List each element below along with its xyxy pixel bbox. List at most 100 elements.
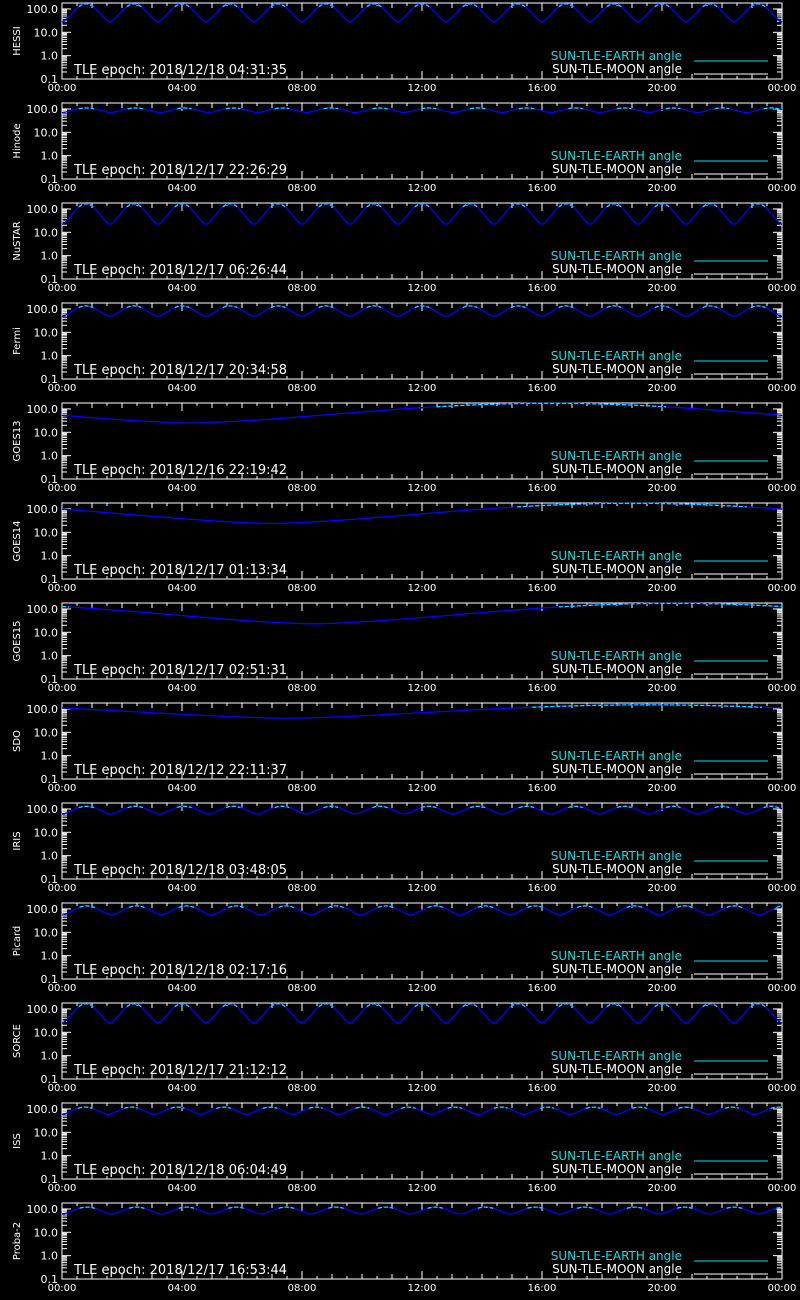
earth-angle-sunlit-line — [540, 1106, 555, 1109]
x-tick-label: 20:00 — [648, 783, 677, 794]
earth-angle-sunlit-line — [126, 203, 142, 208]
x-tick-label: 00:00 — [768, 1083, 797, 1094]
x-tick-label: 04:00 — [168, 83, 197, 94]
earth-angle-sunlit-line — [222, 3, 238, 8]
earth-angle-sunlit-line — [617, 107, 632, 110]
earth-angle-sunlit-line — [174, 1003, 190, 1008]
x-tick-label: 04:00 — [168, 1283, 197, 1294]
earth-angle-sunlit-line — [414, 203, 430, 208]
x-tick-label: 08:00 — [288, 483, 317, 494]
x-tick-label: 00:00 — [48, 683, 77, 694]
x-tick-label: 00:00 — [768, 283, 797, 294]
x-tick-label: 04:00 — [168, 983, 197, 994]
earth-angle-sunlit-line — [462, 203, 478, 208]
y-tick-label: 0.1 — [41, 173, 59, 186]
y-tick-label: 1.0 — [41, 750, 59, 763]
x-tick-label: 00:00 — [48, 183, 77, 194]
legend-earth-label: SUN-TLE-EARTH angle — [551, 549, 682, 563]
x-tick-label: 16:00 — [528, 483, 557, 494]
earth-angle-sunlit-line — [278, 1206, 295, 1210]
x-tick-label: 00:00 — [48, 1183, 77, 1194]
earth-angle-sunlit-line — [776, 1206, 783, 1209]
earth-angle-sunlit-line — [262, 1106, 278, 1110]
earth-angle-sunlit-line — [414, 305, 430, 309]
tle-epoch-label: TLE epoch: 2018/12/17 16:53:44 — [73, 1263, 287, 1278]
earth-angle-sunlit-line — [78, 805, 95, 809]
earth-angle-sunlit-line — [366, 1003, 382, 1008]
x-tick-label: 08:00 — [288, 383, 317, 394]
y-tick-label: 1.0 — [41, 50, 59, 63]
tle-epoch-label: TLE epoch: 2018/12/18 04:31:35 — [73, 63, 287, 78]
earth-angle-sunlit-line — [517, 502, 747, 508]
legend-earth-label: SUN-TLE-EARTH angle — [551, 1249, 682, 1263]
satellite-label: GOES14 — [12, 520, 23, 561]
y-tick-label: 100.0 — [27, 3, 59, 16]
earth-angle-sunlit-line — [763, 805, 780, 809]
earth-angle-line — [61, 1106, 783, 1116]
earth-angle-sunlit-line — [126, 305, 142, 309]
y-tick-label: 0.1 — [41, 873, 59, 886]
x-tick-label: 00:00 — [48, 83, 77, 94]
x-tick-label: 04:00 — [168, 1083, 197, 1094]
y-tick-label: 10.0 — [34, 226, 59, 239]
earth-angle-sunlit-line — [577, 1206, 593, 1209]
x-tick-label: 00:00 — [768, 683, 797, 694]
x-tick-label: 00:00 — [768, 183, 797, 194]
y-tick-label: 0.1 — [41, 973, 59, 986]
earth-angle-sunlit-line — [665, 805, 681, 809]
y-tick-label: 10.0 — [34, 926, 59, 939]
chart-panel: 100.010.01.00.100:00 04:00 08:00 12:00 16:00… — [12, 902, 796, 994]
x-tick-label: 20:00 — [648, 183, 677, 194]
earth-angle-sunlit-line — [308, 1106, 323, 1109]
y-tick-label: 1.0 — [41, 450, 59, 463]
x-tick-label: 20:00 — [648, 83, 677, 94]
x-tick-label: 12:00 — [408, 983, 437, 994]
tle-epoch-label: TLE epoch: 2018/12/18 03:48:05 — [73, 863, 287, 878]
satellite-label: Proba-2 — [12, 1222, 23, 1260]
x-tick-label: 12:00 — [408, 283, 437, 294]
earth-angle-sunlit-line — [750, 305, 766, 309]
satellite-label: GOES15 — [12, 620, 23, 661]
y-tick-label: 10.0 — [34, 1126, 59, 1139]
y-tick-label: 1.0 — [41, 250, 59, 263]
earth-angle-sunlit-line — [78, 1003, 94, 1008]
x-tick-label: 08:00 — [288, 983, 317, 994]
x-tick-label: 00:00 — [48, 1083, 77, 1094]
earth-angle-sunlit-line — [568, 107, 583, 110]
y-tick-label: 100.0 — [27, 1103, 59, 1116]
earth-angle-sunlit-line — [750, 203, 766, 208]
earth-angle-sunlit-line — [124, 1106, 139, 1109]
x-tick-label: 20:00 — [648, 583, 677, 594]
earth-angle-sunlit-line — [726, 905, 743, 909]
x-tick-label: 00:00 — [768, 483, 797, 494]
earth-angle-sunlit-line — [606, 305, 622, 309]
y-tick-label: 0.1 — [41, 373, 59, 386]
x-tick-label: 04:00 — [168, 1183, 197, 1194]
earth-angle-sunlit-line — [750, 1003, 766, 1008]
y-tick-label: 10.0 — [34, 626, 59, 639]
earth-angle-sunlit-line — [469, 107, 486, 110]
x-tick-label: 12:00 — [408, 783, 437, 794]
earth-angle-sunlit-line — [414, 1003, 430, 1008]
legend-earth-label: SUN-TLE-EARTH angle — [551, 349, 682, 363]
x-tick-label: 12:00 — [408, 1083, 437, 1094]
y-tick-label: 0.1 — [41, 673, 59, 686]
tle-epoch-label: TLE epoch: 2018/12/12 22:11:37 — [73, 763, 287, 778]
x-tick-label: 20:00 — [648, 983, 677, 994]
x-tick-label: 20:00 — [648, 1183, 677, 1194]
satellite-label: SORCE — [12, 1024, 23, 1058]
tle-epoch-label: TLE epoch: 2018/12/17 06:26:44 — [73, 263, 287, 278]
y-tick-label: 10.0 — [34, 1226, 59, 1239]
y-tick-label: 0.1 — [41, 1273, 59, 1286]
y-tick-label: 0.1 — [41, 273, 59, 286]
earth-angle-sunlit-line — [78, 107, 95, 110]
chart-panel: 100.010.01.00.100:00 04:00 08:00 12:00 16:00… — [12, 1202, 796, 1294]
earth-angle-sunlit-line — [318, 3, 334, 8]
legend-moon-label: SUN-TLE-MOON angle — [552, 762, 682, 776]
y-tick-label: 1.0 — [41, 950, 59, 963]
earth-angle-sunlit-line — [558, 305, 574, 309]
earth-angle-sunlit-line — [222, 203, 238, 208]
earth-angle-sunlit-line — [527, 1206, 543, 1209]
earth-angle-sunlit-line — [427, 905, 444, 909]
earth-angle-sunlit-line — [222, 1003, 238, 1008]
